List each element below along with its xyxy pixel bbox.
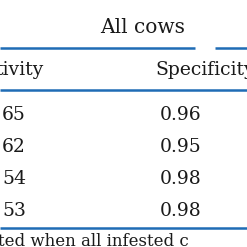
Text: All cows: All cows [100, 19, 185, 38]
Text: ted when all infested c: ted when all infested c [0, 232, 189, 247]
Text: tivity: tivity [0, 61, 43, 79]
Text: 54: 54 [2, 170, 26, 188]
Text: Specificity: Specificity [155, 61, 247, 79]
Text: 65: 65 [2, 106, 26, 124]
Text: 53: 53 [2, 202, 26, 220]
Text: 0.98: 0.98 [160, 170, 202, 188]
Text: 0.96: 0.96 [160, 106, 202, 124]
Text: 62: 62 [2, 138, 26, 156]
Text: 0.95: 0.95 [160, 138, 202, 156]
Text: 0.98: 0.98 [160, 202, 202, 220]
